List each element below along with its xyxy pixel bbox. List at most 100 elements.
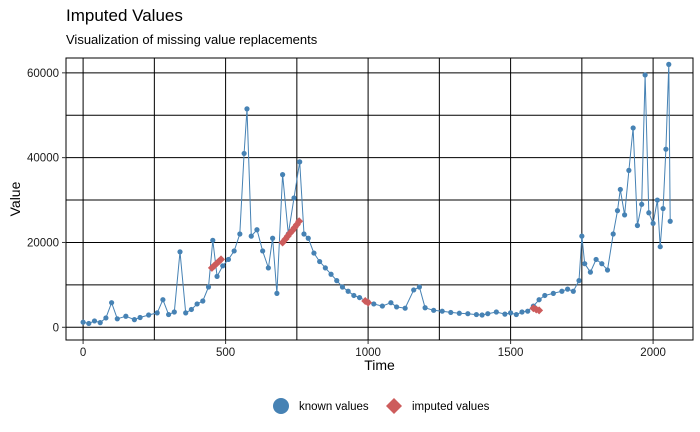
known-value-point bbox=[200, 298, 206, 304]
known-value-point bbox=[525, 308, 531, 314]
known-value-point bbox=[231, 248, 237, 254]
known-value-point bbox=[328, 271, 334, 277]
grid bbox=[66, 58, 693, 340]
known-value-point bbox=[114, 316, 120, 322]
known-value-point bbox=[576, 278, 582, 284]
known-value-point bbox=[171, 309, 177, 315]
known-value-point bbox=[622, 212, 628, 218]
known-value-point bbox=[154, 310, 160, 316]
x-tick-label: 500 bbox=[216, 347, 235, 359]
x-tick-label: 2000 bbox=[640, 347, 666, 359]
plot-border bbox=[65, 57, 694, 341]
known-value-point bbox=[97, 320, 103, 326]
known-value-point bbox=[657, 244, 663, 250]
known-value-point bbox=[301, 231, 307, 237]
known-value-point bbox=[237, 231, 243, 237]
known-value-point bbox=[593, 256, 599, 263]
known-value-point bbox=[550, 290, 556, 296]
known-value-point bbox=[146, 312, 152, 318]
known-value-point bbox=[166, 311, 172, 318]
known-value-point bbox=[402, 305, 408, 311]
known-value-point bbox=[587, 269, 594, 275]
known-value-point bbox=[379, 303, 385, 309]
known-value-point bbox=[280, 172, 286, 178]
known-value-point bbox=[109, 300, 115, 306]
known-value-point bbox=[265, 265, 271, 271]
known-value-point bbox=[388, 300, 394, 306]
known-value-point bbox=[663, 146, 669, 152]
known-value-point bbox=[345, 288, 351, 294]
known-value-point bbox=[422, 305, 428, 311]
known-value-point bbox=[439, 308, 445, 314]
imputed-value-point bbox=[217, 255, 226, 264]
known-value-point bbox=[630, 125, 636, 131]
known-value-point bbox=[416, 284, 422, 290]
known-value-point bbox=[411, 287, 417, 293]
known-value-point bbox=[177, 249, 183, 255]
known-value-point bbox=[317, 258, 323, 265]
known-value-point bbox=[371, 301, 377, 307]
y-tick-label: 0 bbox=[53, 322, 59, 334]
y-tick-label: 20000 bbox=[27, 237, 59, 249]
known-value-point bbox=[650, 220, 656, 226]
known-value-point bbox=[241, 150, 247, 157]
known-value-point bbox=[508, 310, 514, 316]
legend: known values imputed values bbox=[273, 398, 490, 414]
imputed-value-point bbox=[295, 217, 304, 226]
known-value-point bbox=[205, 284, 212, 290]
known-value-point bbox=[91, 318, 98, 324]
known-value-point bbox=[599, 261, 605, 267]
known-value-point bbox=[86, 320, 92, 327]
chart-title: Imputed Values bbox=[66, 6, 183, 25]
known-value-point bbox=[565, 286, 571, 292]
known-value-point bbox=[582, 261, 588, 267]
known-value-point bbox=[610, 231, 616, 237]
known-value-point bbox=[456, 310, 462, 316]
known-value-point bbox=[183, 310, 189, 316]
known-value-point bbox=[617, 186, 623, 193]
known-value-point bbox=[660, 205, 666, 212]
x-tick-label: 0 bbox=[80, 347, 86, 359]
known-value-point bbox=[322, 265, 328, 271]
x-tick-label: 1500 bbox=[498, 347, 524, 359]
legend-imputed-label: imputed values bbox=[412, 401, 490, 413]
legend-imputed-marker bbox=[386, 398, 402, 414]
known-value-point bbox=[311, 250, 317, 256]
known-value-point bbox=[431, 307, 437, 313]
known-value-point bbox=[570, 288, 576, 294]
known-value-point bbox=[220, 263, 226, 269]
known-value-point bbox=[254, 227, 260, 233]
known-value-point bbox=[334, 278, 340, 284]
known-value-point bbox=[465, 311, 471, 317]
known-value-point bbox=[160, 297, 166, 303]
known-value-point bbox=[103, 315, 109, 321]
known-value-point bbox=[351, 292, 357, 299]
y-axis-title: Value bbox=[7, 181, 23, 216]
known-value-point bbox=[188, 306, 194, 313]
known-value-point bbox=[502, 311, 508, 317]
known-value-point bbox=[80, 319, 86, 325]
known-value-point bbox=[356, 294, 363, 301]
known-value-point bbox=[194, 301, 200, 307]
imputed-value-point bbox=[535, 306, 544, 315]
known-value-point bbox=[137, 314, 143, 321]
known-value-point bbox=[210, 237, 216, 243]
known-value-point bbox=[214, 273, 220, 279]
known-value-point bbox=[542, 292, 548, 299]
known-value-point bbox=[639, 201, 645, 207]
known-value-point bbox=[493, 309, 499, 315]
known-value-point bbox=[519, 309, 525, 315]
known-value-point bbox=[291, 195, 297, 201]
y-tick-label: 40000 bbox=[27, 153, 59, 165]
known-value-point bbox=[654, 197, 660, 203]
known-value-point bbox=[297, 159, 303, 165]
x-tick-label: 1000 bbox=[355, 347, 381, 359]
known-value-point bbox=[485, 311, 491, 317]
known-value-point bbox=[634, 222, 641, 229]
known-value-point bbox=[448, 309, 454, 316]
known-value-point bbox=[305, 235, 311, 241]
x-axis-title: Time bbox=[364, 357, 395, 373]
known-value-point bbox=[579, 233, 585, 239]
